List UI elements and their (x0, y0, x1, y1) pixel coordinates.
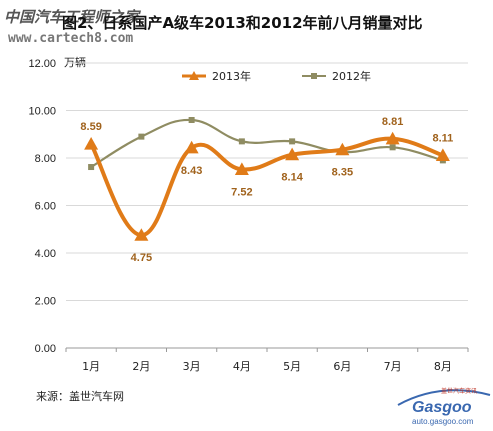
series-line (89, 136, 444, 238)
legend: 2013年 2012年 (182, 69, 371, 83)
data-label: 4.75 (131, 252, 152, 264)
data-point (335, 142, 350, 156)
data-label: 7.52 (231, 186, 252, 198)
legend-item: 2012年 (302, 69, 371, 83)
y-axis-labels: 0.00 2.00 4.00 6.00 8.00 10.00 12.00 (28, 58, 56, 355)
chart-title: 图2、日系国产A级车2013和2012年前八月销量对比 (62, 14, 423, 32)
legend-marker (189, 71, 199, 80)
series-layer: 8.59 4.75 8.43 7.52 8.14 8.35 8.81 8.11 (80, 116, 453, 264)
data-label: 8.81 (382, 116, 403, 128)
source-note: 来源：盖世汽车网 (36, 389, 124, 403)
y-tick-label: 4.00 (35, 248, 56, 260)
x-tick-label: 8月 (434, 360, 452, 373)
data-label: 8.11 (432, 132, 453, 144)
legend-label: 2012年 (332, 69, 371, 83)
x-tick-label: 2月 (132, 360, 150, 373)
y-tick-label: 8.00 (35, 153, 56, 165)
y-tick-label: 12.00 (28, 58, 56, 70)
legend-item: 2013年 (182, 69, 251, 83)
series-2013年 (84, 131, 450, 241)
data-point (389, 144, 396, 151)
data-point (435, 148, 450, 161)
data-point (385, 131, 400, 145)
x-tick-label: 3月 (183, 360, 201, 373)
x-axis-labels: 1月 2月 3月 4月 5月 6月 7月 8月 (65, 348, 469, 373)
series-line (90, 118, 444, 168)
data-point (285, 147, 300, 161)
data-point (238, 138, 245, 145)
data-label: 8.35 (332, 167, 353, 179)
data-point (138, 133, 145, 140)
y-tick-label: 0.00 (35, 343, 56, 355)
unit-label: 万辆 (64, 55, 86, 69)
gasgoo-logo: 盖世汽车资讯 Gasgoo auto.gasgoo.com (397, 387, 491, 426)
x-tick-label: 7月 (384, 360, 402, 373)
data-point (234, 162, 249, 175)
y-tick-label: 2.00 (35, 296, 56, 308)
data-label: 8.43 (181, 165, 202, 177)
y-tick-label: 6.00 (35, 201, 56, 213)
watermark-text: 中国汽车工程师之家 (4, 8, 142, 26)
data-label: 8.14 (281, 172, 303, 184)
data-point (84, 136, 99, 150)
logo-tagline: 盖世汽车资讯 (441, 387, 477, 395)
x-tick-label: 6月 (333, 360, 351, 373)
x-tick-label: 4月 (233, 360, 251, 373)
watermark-url: www.cartech8.com (8, 31, 133, 46)
data-point (134, 228, 149, 241)
data-point (289, 138, 296, 145)
data-point (88, 164, 95, 171)
gridlines (66, 62, 468, 349)
data-point (188, 117, 195, 123)
data-point (184, 140, 199, 154)
x-tick-label: 1月 (82, 360, 100, 373)
logo-brand: Gasgoo (412, 399, 472, 416)
data-label: 8.59 (80, 121, 101, 133)
y-tick-label: 10.00 (28, 106, 56, 118)
logo-url: auto.gasgoo.com (412, 417, 474, 426)
legend-label: 2013年 (212, 69, 251, 83)
legend-marker (311, 73, 317, 79)
x-tick-label: 5月 (283, 360, 301, 373)
